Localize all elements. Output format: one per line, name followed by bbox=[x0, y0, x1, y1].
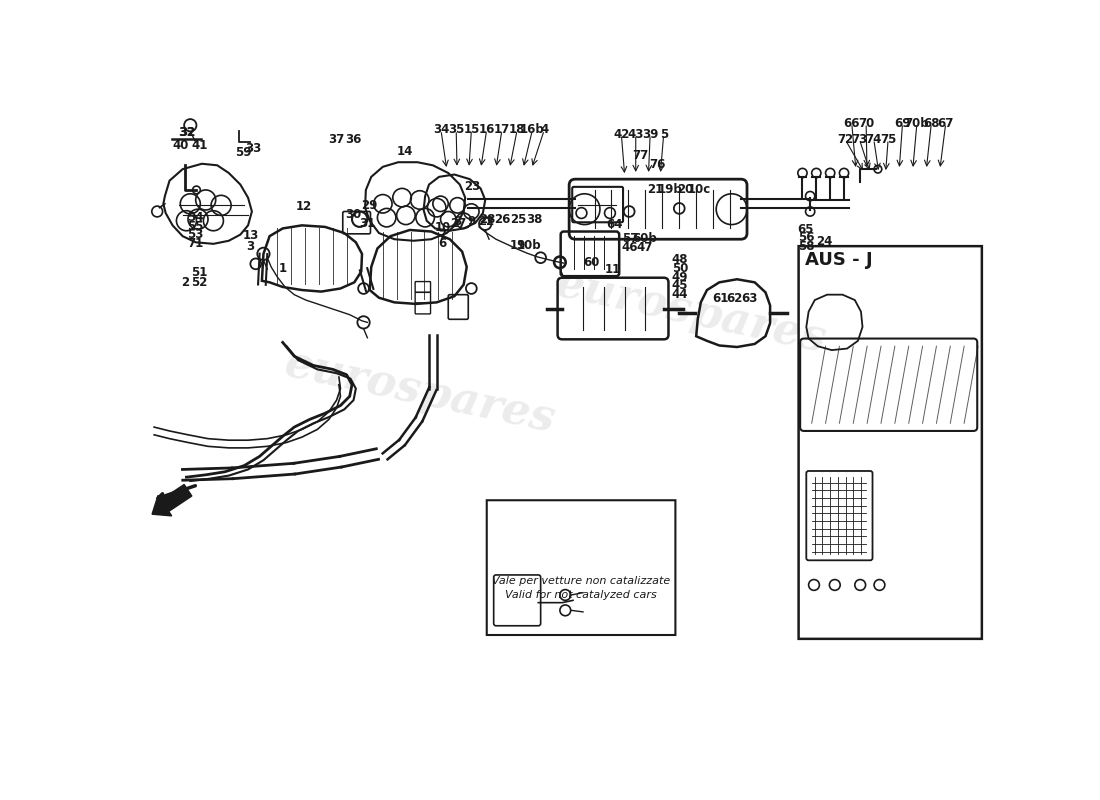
Text: 15: 15 bbox=[463, 123, 480, 136]
Text: 77: 77 bbox=[632, 149, 649, 162]
Text: 1: 1 bbox=[278, 262, 287, 275]
Text: 39: 39 bbox=[642, 128, 658, 141]
Text: 33: 33 bbox=[245, 142, 261, 155]
Text: 12: 12 bbox=[296, 200, 311, 214]
Text: 10b: 10b bbox=[517, 238, 541, 251]
Text: 41: 41 bbox=[191, 138, 208, 152]
Text: 6: 6 bbox=[439, 238, 447, 250]
Text: 31: 31 bbox=[359, 217, 375, 230]
Text: 45: 45 bbox=[671, 279, 688, 292]
Text: 18: 18 bbox=[509, 123, 526, 136]
Circle shape bbox=[874, 579, 884, 590]
Text: 48: 48 bbox=[671, 253, 688, 266]
Text: 71: 71 bbox=[187, 238, 204, 250]
Circle shape bbox=[829, 579, 840, 590]
Text: 74: 74 bbox=[866, 133, 882, 146]
Text: 72: 72 bbox=[837, 133, 854, 146]
Text: 49: 49 bbox=[671, 270, 688, 284]
Text: 36: 36 bbox=[345, 133, 362, 146]
Text: 24: 24 bbox=[816, 235, 833, 249]
Text: 60: 60 bbox=[583, 257, 600, 270]
Text: 50: 50 bbox=[672, 262, 688, 275]
Text: 44: 44 bbox=[671, 289, 688, 302]
Text: 47: 47 bbox=[637, 241, 653, 254]
Text: 46: 46 bbox=[621, 241, 638, 254]
Text: 19b: 19b bbox=[658, 183, 683, 196]
Text: 55: 55 bbox=[187, 220, 204, 233]
Text: 66: 66 bbox=[844, 117, 860, 130]
Text: 70: 70 bbox=[858, 117, 874, 130]
FancyArrow shape bbox=[152, 485, 191, 516]
Text: 9: 9 bbox=[468, 214, 475, 227]
Text: 69: 69 bbox=[894, 117, 911, 130]
Text: 7: 7 bbox=[439, 230, 447, 242]
Text: 16: 16 bbox=[478, 123, 495, 136]
Text: 65: 65 bbox=[798, 222, 814, 235]
Text: 10c: 10c bbox=[688, 183, 711, 196]
Text: 13: 13 bbox=[242, 230, 258, 242]
Text: 22: 22 bbox=[477, 214, 494, 227]
Text: 11: 11 bbox=[605, 263, 621, 276]
Text: 60b: 60b bbox=[632, 232, 658, 245]
Text: 73: 73 bbox=[851, 133, 868, 146]
Text: 25: 25 bbox=[509, 213, 526, 226]
Text: 53: 53 bbox=[187, 228, 204, 241]
Text: 68: 68 bbox=[923, 117, 939, 130]
Text: 38: 38 bbox=[526, 213, 542, 226]
Text: 37: 37 bbox=[329, 133, 345, 146]
Text: 28: 28 bbox=[480, 213, 496, 226]
Text: 10: 10 bbox=[434, 222, 451, 234]
Text: 8: 8 bbox=[453, 214, 461, 227]
Text: 5: 5 bbox=[660, 128, 668, 141]
Text: 26: 26 bbox=[495, 213, 512, 226]
Circle shape bbox=[855, 579, 866, 590]
Text: 61: 61 bbox=[713, 291, 728, 305]
Text: 16b: 16b bbox=[520, 123, 544, 136]
Text: Valid for not catalyzed cars: Valid for not catalyzed cars bbox=[505, 590, 657, 600]
Text: 3: 3 bbox=[246, 240, 254, 253]
Text: 19: 19 bbox=[509, 238, 526, 251]
Text: 20: 20 bbox=[676, 183, 693, 196]
Text: 56: 56 bbox=[798, 231, 814, 244]
Text: 54: 54 bbox=[187, 211, 204, 225]
Text: 42: 42 bbox=[613, 128, 629, 141]
Text: 58: 58 bbox=[798, 240, 814, 253]
Text: 35: 35 bbox=[448, 123, 464, 136]
Text: 70b: 70b bbox=[904, 117, 930, 130]
Text: AUS - J: AUS - J bbox=[805, 251, 872, 269]
Text: 59: 59 bbox=[235, 146, 252, 159]
Text: 34: 34 bbox=[432, 123, 449, 136]
Text: 30: 30 bbox=[345, 208, 362, 221]
Text: 63: 63 bbox=[741, 291, 758, 305]
Text: 32: 32 bbox=[178, 126, 196, 139]
Text: 76: 76 bbox=[650, 158, 666, 171]
Text: 57: 57 bbox=[621, 232, 638, 245]
Text: 52: 52 bbox=[191, 275, 208, 289]
Text: 32: 32 bbox=[178, 126, 195, 139]
Text: 67: 67 bbox=[937, 117, 954, 130]
Text: 27: 27 bbox=[451, 217, 466, 230]
Text: 14: 14 bbox=[397, 145, 414, 158]
Text: eurospares: eurospares bbox=[551, 262, 830, 362]
Text: 75: 75 bbox=[880, 133, 896, 146]
Text: 29: 29 bbox=[361, 198, 377, 211]
Text: 40: 40 bbox=[173, 138, 189, 152]
Text: Vale per vetture non catalizzate: Vale per vetture non catalizzate bbox=[492, 576, 670, 586]
Text: 43: 43 bbox=[628, 128, 643, 141]
Text: 23: 23 bbox=[464, 180, 481, 193]
Circle shape bbox=[808, 579, 820, 590]
Text: 4: 4 bbox=[540, 123, 549, 136]
Text: 2: 2 bbox=[182, 275, 189, 289]
Text: 21: 21 bbox=[647, 183, 663, 196]
Text: 17: 17 bbox=[494, 123, 510, 136]
Text: 64: 64 bbox=[606, 218, 623, 230]
Text: eurospares: eurospares bbox=[280, 342, 559, 442]
Text: 62: 62 bbox=[727, 291, 742, 305]
Text: 51: 51 bbox=[191, 266, 208, 278]
